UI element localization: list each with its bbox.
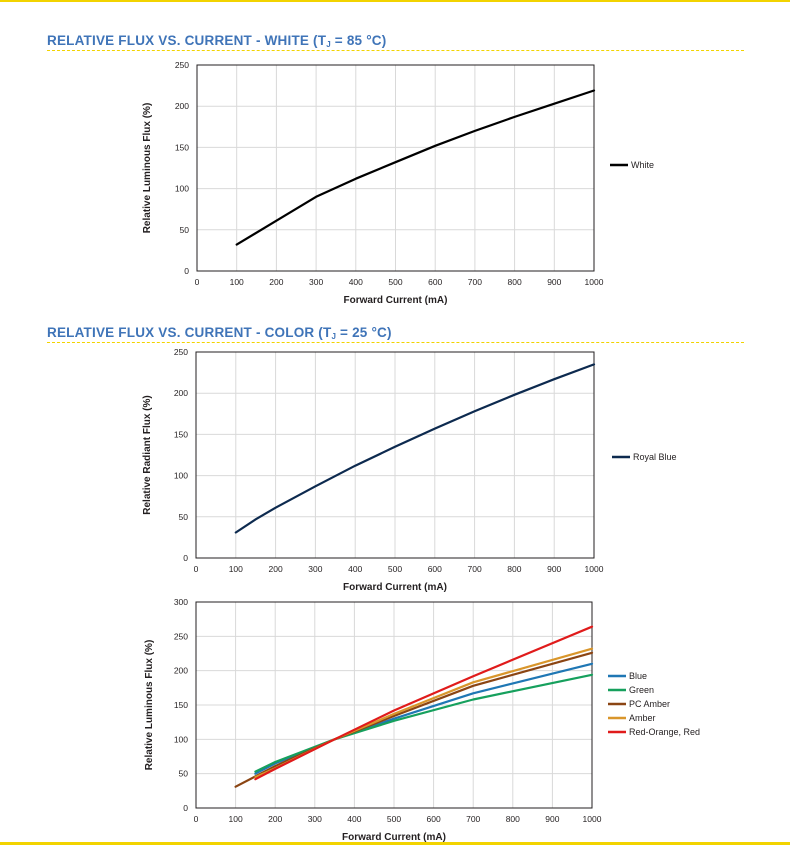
x-tick-label: 300 [308,564,322,574]
y-tick-label: 0 [183,553,188,563]
x-tick-label: 200 [268,814,282,824]
series-line-pc-amber [234,651,594,788]
series-line-green [254,673,594,773]
y-tick-label: 250 [174,631,188,641]
x-tick-label: 300 [309,277,323,287]
x-tick-label: 700 [468,277,482,287]
series-line-red-orange-red [254,625,594,781]
y-tick-label: 50 [180,225,190,235]
legend-label: PC Amber [629,699,670,709]
y-tick-label: 200 [174,388,188,398]
x-tick-label: 100 [230,277,244,287]
x-tick-label: 800 [508,277,522,287]
plot-frame [196,64,595,272]
y-tick-label: 300 [174,597,188,607]
x-tick-label: 800 [507,564,521,574]
legend-label: Red-Orange, Red [629,727,700,737]
y-axis-label: Relative Radiant Flux (%) [142,395,153,514]
y-tick-label: 250 [175,60,189,70]
x-tick-label: 600 [427,814,441,824]
y-axis-label: Relative Luminous Flux (%) [144,640,155,771]
x-tick-label: 900 [547,564,561,574]
royal-blue-flux-chart: 0 100 200 300 400 500 600 700 800 900 1000 0 50 100 15… [142,347,677,593]
x-tick-label: 600 [428,277,442,287]
section-divider-white [47,50,744,51]
legend-label: White [631,160,654,170]
x-axis-label: Forward Current (mA) [344,295,448,306]
legend-label: Green [629,685,654,695]
top-border [0,0,790,2]
bottom-border [0,842,790,845]
x-tick-label: 500 [388,564,402,574]
y-tick-label: 200 [175,101,189,111]
section-title-color: RELATIVE FLUX VS. CURRENT - COLOR (TJ = … [47,325,392,341]
x-tick-label: 700 [468,564,482,574]
series-line-white [235,89,596,246]
x-tick-label: 900 [547,277,561,287]
y-axis-label: Relative Luminous Flux (%) [142,103,153,234]
x-tick-label: 900 [545,814,559,824]
x-tick-label: 400 [347,814,361,824]
x-tick-label: 1000 [585,277,604,287]
legend-label: Royal Blue [633,452,677,462]
x-tick-label: 0 [194,814,199,824]
series-line-royal-blue [234,363,596,534]
section-title-white: RELATIVE FLUX VS. CURRENT - WHITE (TJ = … [47,33,387,49]
y-tick-label: 150 [174,429,188,439]
series-line-blue [254,662,594,775]
x-tick-label: 400 [349,277,363,287]
white-flux-chart: 0 100 200 300 400 500 600 700 800 900 1000 0 50 100 15… [142,60,654,306]
legend-label: Blue [629,671,647,681]
x-tick-label: 0 [194,564,199,574]
y-tick-label: 150 [175,142,189,152]
y-tick-label: 50 [179,512,189,522]
x-tick-label: 1000 [583,814,602,824]
plot-frame [195,601,593,809]
x-tick-label: 700 [466,814,480,824]
x-tick-label: 1000 [585,564,604,574]
x-tick-label: 400 [348,564,362,574]
x-tick-label: 200 [269,564,283,574]
x-tick-label: 100 [229,814,243,824]
legend-label: Amber [629,713,656,723]
x-axis-label: Forward Current (mA) [342,832,446,843]
y-tick-label: 150 [174,700,188,710]
y-tick-label: 50 [179,769,189,779]
y-tick-label: 100 [174,471,188,481]
y-tick-label: 0 [184,266,189,276]
x-tick-label: 200 [269,277,283,287]
x-tick-label: 600 [428,564,442,574]
x-tick-label: 100 [229,564,243,574]
x-axis-label: Forward Current (mA) [343,582,447,593]
y-tick-label: 100 [175,184,189,194]
y-tick-label: 0 [183,803,188,813]
y-tick-label: 250 [174,347,188,357]
color-flux-chart: 0 100 200 300 400 500 600 700 800 900 1000 0 50 100 15… [144,597,700,843]
plot-frame [195,351,595,559]
x-tick-label: 500 [388,277,402,287]
y-tick-label: 200 [174,666,188,676]
x-tick-label: 800 [506,814,520,824]
x-tick-label: 500 [387,814,401,824]
section-divider-color [47,342,744,343]
y-tick-label: 100 [174,734,188,744]
x-tick-label: 0 [195,277,200,287]
x-tick-label: 300 [308,814,322,824]
